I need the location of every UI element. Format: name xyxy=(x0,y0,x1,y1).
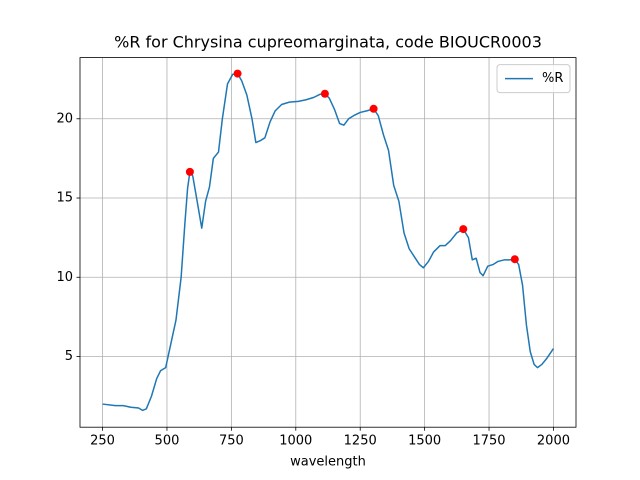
y-tick-label: 10 xyxy=(56,270,73,285)
chart-title: %R for Chrysina cupreomarginata, code BI… xyxy=(114,33,542,52)
x-tick-label: 500 xyxy=(155,434,180,449)
peak-point xyxy=(459,225,468,234)
peak-point xyxy=(369,104,378,113)
x-tick-label: 1750 xyxy=(472,434,505,449)
peak-point xyxy=(320,89,329,98)
x-tick-label: 750 xyxy=(219,434,244,449)
y-tick-label: 5 xyxy=(65,349,73,364)
x-tick-label: 2000 xyxy=(537,434,570,449)
x-tick-label: 250 xyxy=(90,434,115,449)
axes-frame xyxy=(79,57,577,428)
x-tick-label: 1500 xyxy=(408,434,441,449)
legend-label: %R xyxy=(542,71,563,86)
peak-point xyxy=(510,255,519,264)
x-tick-label: 1000 xyxy=(279,434,312,449)
peak-point xyxy=(233,69,242,78)
x-tick-label: 1250 xyxy=(344,434,377,449)
x-axis-label: wavelength xyxy=(290,455,366,470)
data-line xyxy=(102,72,555,412)
y-tick-label: 20 xyxy=(56,111,73,126)
peak-point xyxy=(185,167,194,176)
legend-box xyxy=(496,64,571,94)
y-tick-label: 15 xyxy=(56,191,73,206)
